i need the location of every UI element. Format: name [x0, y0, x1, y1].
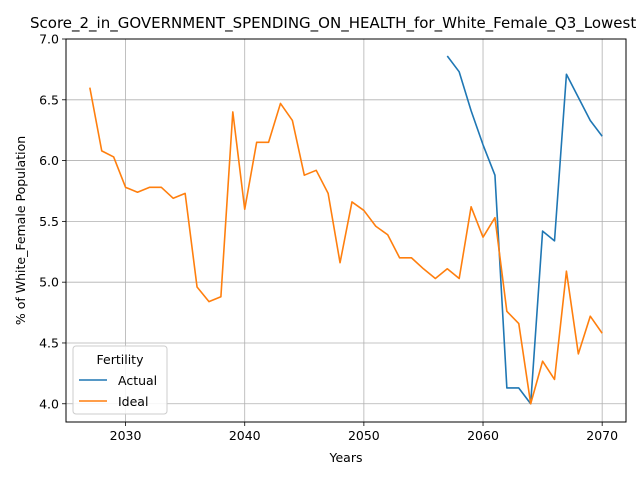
legend-box	[72, 345, 168, 415]
x-tick-label: 2060	[467, 428, 499, 443]
y-axis-label: % of White_Female Population	[13, 136, 28, 325]
y-tick-label: 4.5	[39, 335, 59, 350]
series-layer	[89, 55, 603, 405]
y-tick-label: 7.0	[39, 32, 59, 47]
x-tick-label: 2070	[586, 428, 618, 443]
legend: Fertility Actual Ideal	[72, 345, 168, 415]
x-tick-label: 2040	[229, 428, 261, 443]
series-line-actual	[446, 55, 603, 405]
y-tick-label: 6.0	[39, 153, 59, 168]
y-tick-label: 6.5	[39, 92, 59, 107]
legend-label-ideal: Ideal	[118, 394, 148, 409]
x-tick-label: 2030	[110, 428, 142, 443]
y-tick-label: 4.0	[39, 396, 59, 411]
y-tick-label: 5.5	[39, 214, 59, 229]
y-tick-label: 5.0	[39, 275, 59, 290]
plot-frame	[65, 38, 627, 423]
legend-title: Fertility	[97, 352, 145, 367]
series-line-ideal	[89, 87, 603, 405]
x-axis-label: Years	[329, 450, 363, 465]
x-tick-label: 2050	[348, 428, 380, 443]
chart-title: Score_2_in_GOVERNMENT_SPENDING_ON_HEALTH…	[30, 14, 636, 33]
legend-label-actual: Actual	[118, 373, 157, 388]
ticks: 2030 2040 2050 2060 2070 4.0 4.5 5.0 5.5 6.0 6.5 7.…	[39, 32, 618, 444]
